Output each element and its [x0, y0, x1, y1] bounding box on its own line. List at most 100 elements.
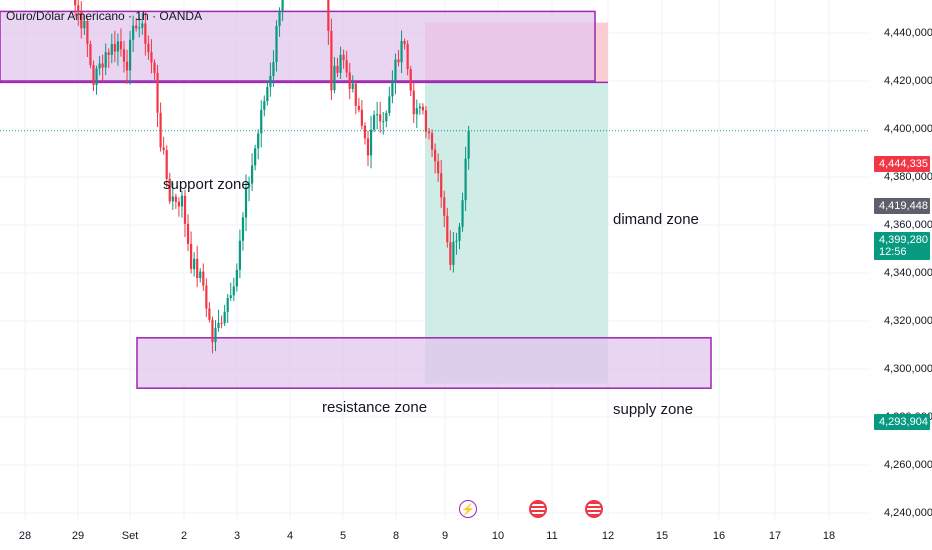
- candle-body: [226, 297, 229, 312]
- supply-zone-label[interactable]: supply zone: [613, 401, 694, 418]
- candle-body: [119, 41, 123, 50]
- candle-body: [86, 20, 89, 45]
- candle-body: [220, 322, 223, 324]
- candle-body: [342, 54, 345, 61]
- candle-body: [147, 43, 150, 53]
- candle-body: [391, 80, 394, 97]
- candle-body: [205, 285, 208, 309]
- candle-body: [409, 69, 412, 91]
- candle-body: [171, 196, 174, 202]
- candle-body: [403, 41, 406, 45]
- candle-body: [351, 83, 354, 89]
- candle-body: [363, 125, 367, 139]
- candle-body: [214, 328, 217, 343]
- resistance-zone-label[interactable]: resistance zone: [322, 399, 428, 416]
- time-tick-label: 12: [601, 530, 615, 542]
- time-tick-label: 16: [712, 530, 726, 542]
- candle-body: [165, 150, 168, 179]
- price-axis[interactable]: 4,520,0004,500,0004,480,0004,460,0004,44…: [870, 0, 932, 550]
- candle-body: [101, 63, 104, 68]
- time-tick-label: 5: [339, 530, 347, 542]
- candle-body: [186, 223, 190, 244]
- candle-body: [427, 131, 431, 134]
- candle-body: [80, 12, 83, 29]
- price-plot[interactable]: [0, 0, 870, 520]
- candle-body: [348, 72, 351, 89]
- candle-body: [107, 52, 110, 55]
- candle-body: [241, 217, 245, 241]
- entry-price-tag: 4,419,448: [874, 198, 930, 214]
- time-tick-label: 8: [392, 530, 400, 542]
- candle-body: [281, 0, 284, 12]
- candle-body: [208, 308, 211, 320]
- candle-body: [95, 68, 98, 86]
- lightning-icon[interactable]: ⚡: [459, 500, 477, 518]
- chart-title[interactable]: Ouro/Dólar Americano · 1h · OANDA: [6, 9, 203, 23]
- us-flag-icon[interactable]: [529, 500, 547, 518]
- candle-body: [272, 62, 275, 76]
- candle-body: [366, 138, 370, 156]
- time-tick-label: 29: [71, 530, 85, 542]
- target-price-tag: 4,293,904: [874, 414, 930, 430]
- time-axis[interactable]: 28 29 Set 2 3 4 5 8 9 10 11 12 15 16 17 18: [0, 520, 870, 550]
- us-flag-icon[interactable]: [585, 500, 603, 518]
- candle-countdown: 12:56: [879, 246, 907, 258]
- candle-body: [144, 23, 147, 44]
- price-tick-label: 4,240,000: [884, 507, 932, 519]
- candle-body: [464, 158, 467, 201]
- candle-body: [180, 195, 184, 207]
- candle-body: [156, 72, 159, 113]
- last-price-value: 4,399,280: [879, 234, 928, 246]
- candle-body: [113, 44, 116, 52]
- price-tick-label: 4,380,000: [884, 171, 932, 183]
- candle-body: [247, 183, 251, 188]
- candle-body: [421, 106, 424, 111]
- candle-body: [217, 322, 220, 329]
- time-tick-label: 4: [286, 530, 294, 542]
- candle-body: [458, 226, 461, 241]
- candle-body: [327, 0, 330, 31]
- candle-body: [440, 173, 443, 198]
- candle-body: [424, 110, 428, 132]
- candle-body: [412, 90, 415, 115]
- candle-body: [177, 201, 180, 207]
- candle-body: [467, 130, 470, 159]
- candle-body: [373, 114, 376, 130]
- candle-body: [452, 241, 455, 265]
- drawings: [0, 10, 712, 389]
- candle-body: [92, 65, 95, 86]
- time-tick-label: 9: [441, 530, 449, 542]
- time-tick-label: 18: [822, 530, 836, 542]
- candle-body: [266, 86, 269, 102]
- candle-body: [406, 44, 409, 70]
- candle-body: [336, 65, 339, 73]
- candle-body: [376, 114, 379, 116]
- candle-body: [437, 161, 440, 174]
- candle-body: [238, 240, 241, 270]
- candle-body: [251, 165, 254, 184]
- candle-body: [388, 96, 391, 114]
- time-tick-label: 10: [491, 530, 505, 542]
- dimand-zone-label[interactable]: dimand zone: [613, 211, 699, 228]
- candle-body: [77, 5, 80, 13]
- candle-body: [223, 311, 226, 324]
- price-tick-label: 4,440,000: [884, 27, 932, 39]
- candle-body: [211, 319, 214, 343]
- candle-body: [385, 113, 388, 122]
- candle-body: [122, 49, 126, 62]
- candle-body: [132, 25, 135, 40]
- candle-body: [382, 121, 385, 123]
- support-zone-label[interactable]: support zone: [163, 176, 250, 193]
- last-price-tag: 4,399,280 12:56: [874, 232, 930, 260]
- time-tick-label: 15: [655, 530, 669, 542]
- candle-body: [333, 65, 336, 91]
- candle-body: [83, 20, 86, 29]
- candle-body: [244, 187, 248, 218]
- candle-body: [443, 197, 446, 216]
- candle-body: [183, 195, 187, 224]
- candle-body: [135, 25, 138, 29]
- candle-body: [354, 83, 357, 106]
- candle-body: [394, 59, 397, 81]
- candle-body: [174, 196, 177, 202]
